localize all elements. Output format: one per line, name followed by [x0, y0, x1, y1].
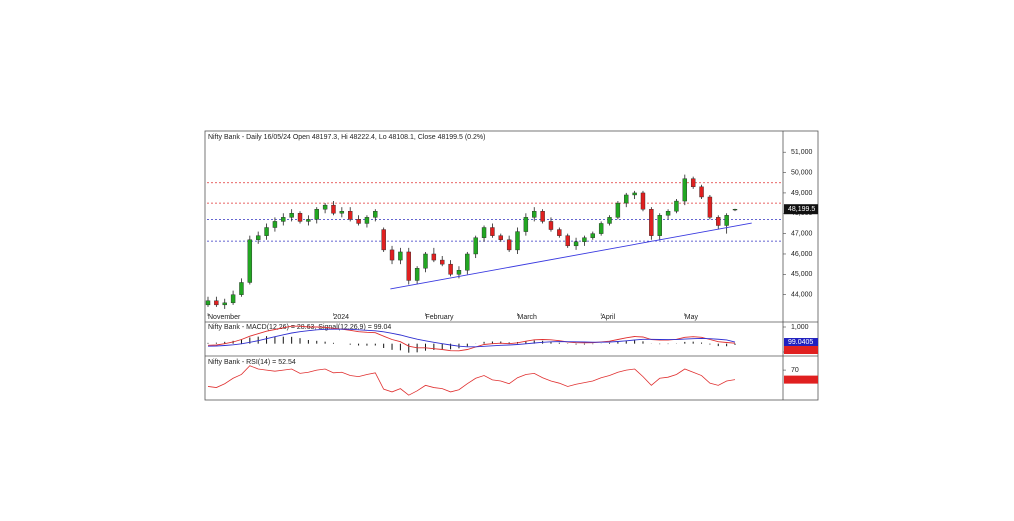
candle-body [281, 217, 286, 222]
candle-body [515, 231, 520, 251]
candle-body [523, 217, 529, 232]
candle-body [590, 233, 595, 238]
y-tick-label: 70 [791, 367, 799, 374]
macd-title: Nifty Bank - MACD(12,26) = 28.63, Signal… [208, 324, 391, 331]
candle-body [272, 221, 278, 228]
candle-body [398, 251, 403, 261]
candle-body [674, 200, 679, 212]
macd-line [207, 328, 736, 348]
macd-value-box [784, 338, 818, 347]
candle-body [716, 217, 721, 226]
y-tick-label: 44,000 [791, 292, 813, 299]
candle-body [331, 204, 336, 214]
trendline [390, 222, 752, 290]
candle-body [565, 235, 570, 247]
candle-body [255, 235, 261, 240]
candle-body [699, 186, 704, 198]
candle-body [348, 211, 353, 220]
x-tick-label: 2024 [333, 314, 349, 321]
candle-body [498, 235, 503, 240]
rsi-value-box [784, 375, 818, 384]
candle-body [481, 227, 487, 238]
candle-body [724, 215, 729, 226]
candle-body [506, 239, 512, 251]
candle-body [314, 208, 319, 220]
y-tick-label: 49,000 [791, 190, 813, 197]
x-tick-label: March [518, 314, 538, 321]
candle-body [665, 211, 671, 216]
candle-body [540, 211, 545, 222]
candle-body [306, 219, 311, 222]
candle-body [456, 270, 462, 275]
chart-frame [204, 130, 819, 401]
candle-body [356, 219, 361, 224]
y-tick-label: 47,000 [791, 230, 813, 237]
x-tick-label: November [208, 314, 241, 321]
candle-body [707, 196, 713, 218]
candle-body [247, 239, 253, 283]
candle-body [557, 229, 562, 236]
candle-body [389, 249, 395, 261]
candle-body [465, 253, 470, 271]
candle-body [615, 202, 621, 218]
last-price-box [784, 204, 818, 215]
candle-body [490, 227, 495, 236]
candle-body [640, 192, 646, 210]
candle-body [264, 227, 269, 236]
candle-body [289, 213, 294, 218]
candle-body [339, 211, 345, 214]
y-tick-label: 50,000 [791, 169, 813, 176]
macd-line [207, 325, 736, 352]
x-tick-label: February [425, 314, 454, 321]
candle-body [649, 208, 654, 236]
candle-body [607, 217, 612, 224]
candle-body [322, 204, 328, 210]
candle-body [214, 300, 219, 306]
candle-body [364, 217, 370, 224]
candle-body [440, 259, 445, 265]
y-tick-label: 46,000 [791, 251, 813, 258]
candle-body [582, 237, 587, 242]
price-title: Nifty Bank - Daily 16/05/24 Open 48197.3… [208, 134, 485, 141]
candle-body [682, 178, 688, 202]
candle-body [230, 294, 236, 304]
candle-body [205, 300, 211, 306]
candle-body [448, 263, 453, 275]
candle-body [381, 229, 386, 251]
candle-body [624, 194, 629, 204]
candle-body [548, 221, 554, 230]
last-price-label: 48,199.5 [788, 206, 815, 213]
x-tick-label: April [601, 314, 615, 321]
macd-value-box [784, 346, 818, 355]
x-tick-label: May [685, 314, 699, 321]
rsi-line [207, 365, 736, 396]
macd-value-label: 99.0405 [788, 339, 813, 346]
candle-body [573, 241, 579, 247]
candle-body [414, 268, 420, 281]
candle-body [690, 178, 696, 188]
candle-body [732, 209, 738, 211]
candle-body [297, 213, 303, 222]
candle-body [657, 215, 662, 236]
rsi-title: Nifty Bank - RSI(14) = 52.54 [208, 359, 296, 366]
candle-body [473, 237, 478, 255]
candle-body [532, 211, 537, 218]
y-tick-label: 1,000 [791, 324, 809, 331]
candle-body [598, 223, 604, 234]
y-tick-label: 45,000 [791, 271, 813, 278]
candle-body [239, 282, 244, 295]
candle-body [632, 192, 637, 196]
candle-body [222, 302, 227, 306]
candle-body [406, 251, 411, 281]
candle-body [431, 253, 437, 261]
candle-body [423, 253, 428, 269]
candle-body [373, 211, 378, 218]
y-tick-label: 51,000 [791, 149, 813, 156]
